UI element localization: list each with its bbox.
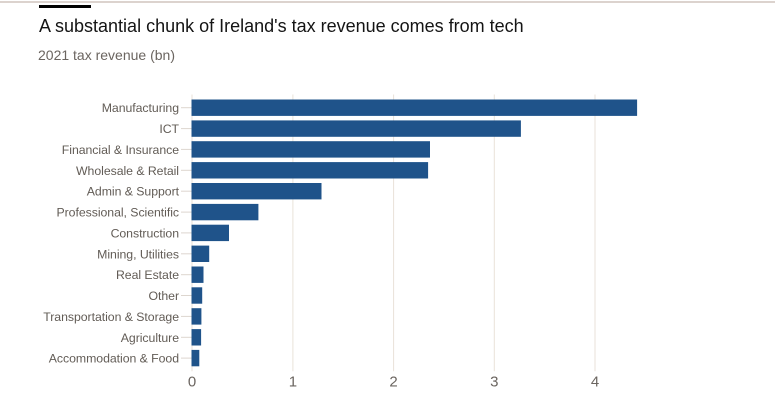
svg-text:Mining, Utilities: Mining, Utilities	[97, 247, 179, 261]
svg-text:3: 3	[490, 374, 498, 391]
svg-text:0: 0	[188, 374, 196, 391]
svg-text:Construction: Construction	[111, 226, 180, 240]
svg-text:4: 4	[591, 374, 599, 391]
svg-text:Professional, Scientific: Professional, Scientific	[56, 206, 179, 220]
svg-text:ICT: ICT	[159, 122, 179, 136]
svg-text:Wholesale & Retail: Wholesale & Retail	[76, 164, 179, 178]
svg-text:Manufacturing: Manufacturing	[102, 101, 179, 115]
svg-text:1: 1	[289, 374, 297, 391]
svg-text:Real Estate: Real Estate	[116, 268, 179, 282]
svg-text:Accommodation & Food: Accommodation & Food	[49, 352, 179, 366]
svg-text:Admin & Support: Admin & Support	[87, 185, 180, 199]
svg-text:Agriculture: Agriculture	[121, 331, 179, 345]
svg-text:2: 2	[389, 374, 397, 391]
svg-text:Other: Other	[148, 289, 179, 303]
svg-text:Transportation & Storage: Transportation & Storage	[43, 310, 179, 324]
svg-text:Financial & Insurance: Financial & Insurance	[62, 143, 179, 157]
